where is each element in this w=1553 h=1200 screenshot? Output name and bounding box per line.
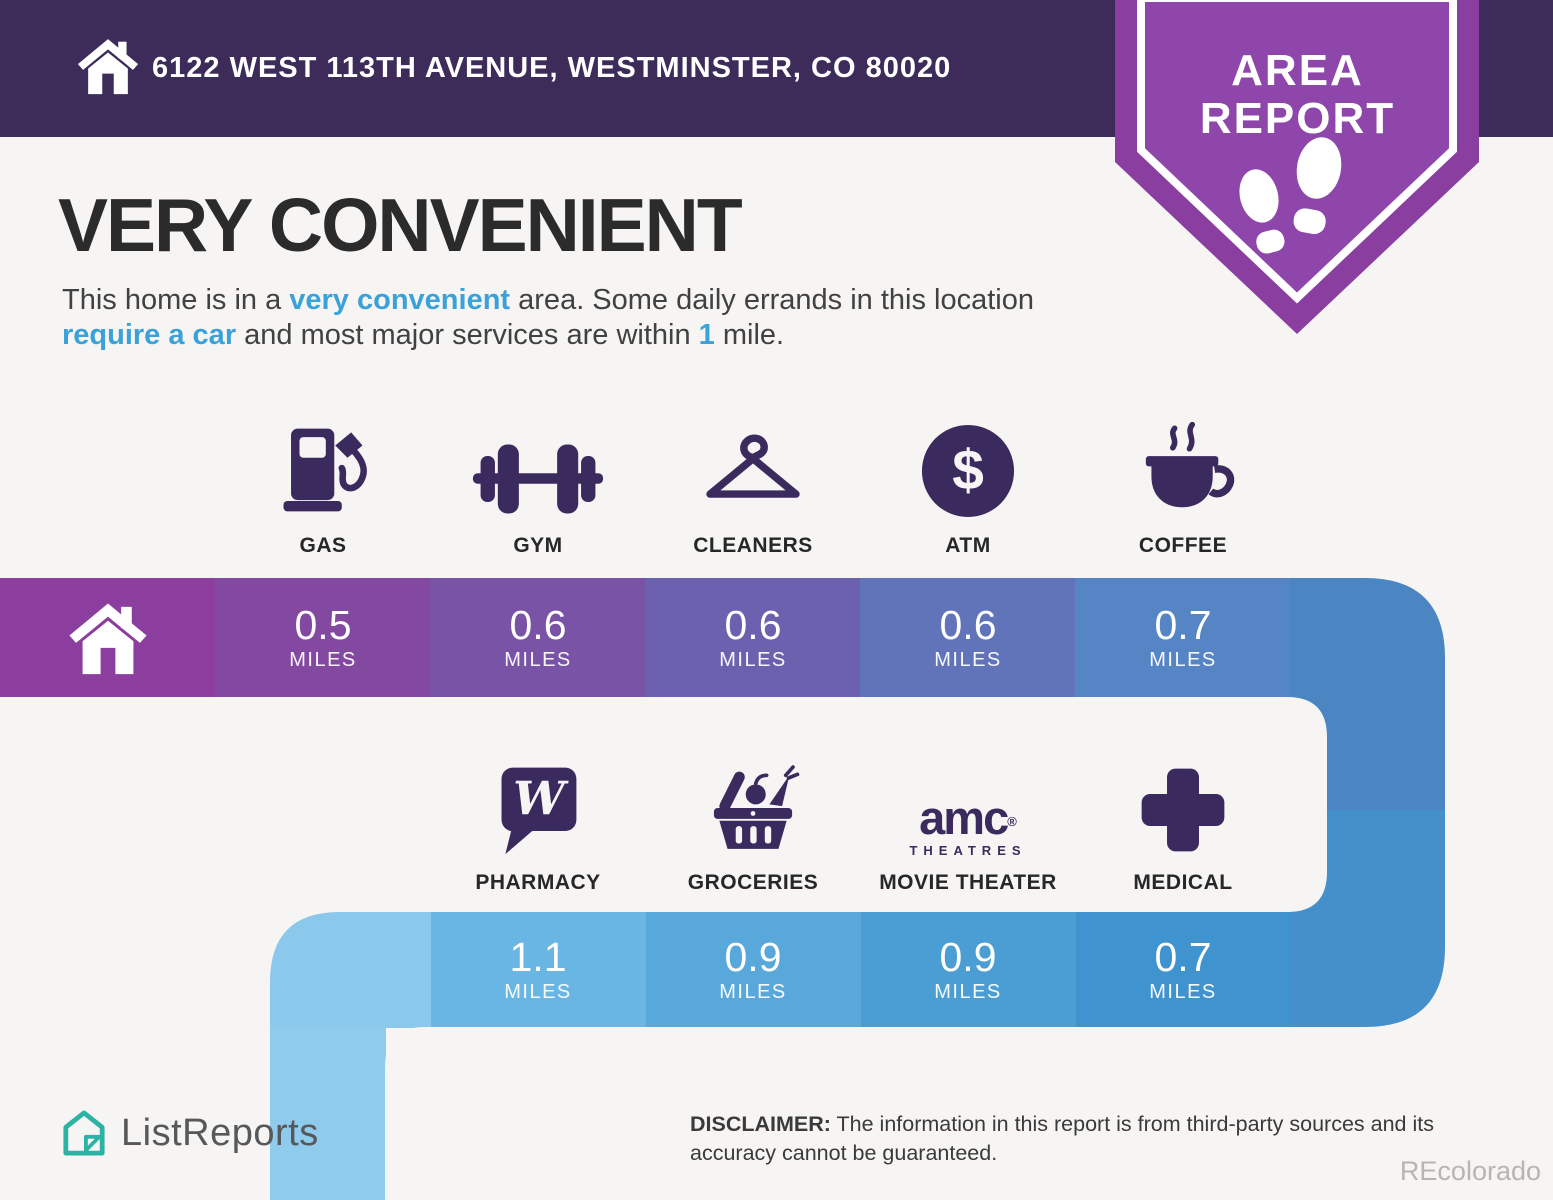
svg-text:$: $ <box>952 440 984 503</box>
poi-medical: MEDICAL <box>1075 745 1291 895</box>
home-icon <box>0 596 216 680</box>
brand-name: ListReports <box>121 1111 319 1154</box>
poi-label: MEDICAL <box>1133 871 1233 894</box>
badge-title-area: AREA <box>1231 46 1364 95</box>
property-address: 6122 WEST 113TH AVENUE, WESTMINSTER, CO … <box>152 52 952 84</box>
summary-text: This home is in a very convenient area. … <box>62 283 1097 353</box>
walgreens-pharmacy-icon: W <box>430 745 646 857</box>
distance-pharmacy: 1.1 MILES <box>504 934 572 1003</box>
badge-title-report: REPORT <box>1199 94 1396 143</box>
band-seg-gym <box>430 578 646 698</box>
desc-segment: area. Some daily errands in this locatio… <box>510 284 1034 316</box>
band-seg-movie <box>860 912 1076 1028</box>
poi-atm: $ ATM <box>860 408 1076 558</box>
poi-label: GAS <box>299 534 347 557</box>
band-seg-coffee <box>1075 578 1291 698</box>
band-elbow-right-bottom <box>1290 810 1445 1030</box>
poi-label: GROCERIES <box>687 871 819 894</box>
desc-segment: This home is in a <box>62 284 290 316</box>
poi-label: MOVIE THEATER <box>879 871 1057 894</box>
grocery-basket-icon <box>645 745 861 857</box>
poi-pharmacy: W PHARMACY <box>430 745 646 895</box>
distance-medical: 0.7 MILES <box>1149 934 1217 1003</box>
band-seg-pharmacy <box>430 912 646 1028</box>
poi-gas: GAS <box>215 408 431 558</box>
listreports-house-icon <box>63 1110 105 1156</box>
footprints-icon <box>1239 137 1342 254</box>
distance-groceries: 0.9 MILES <box>719 934 787 1003</box>
desc-highlight: require a car <box>62 319 237 351</box>
band-leg-left <box>270 1027 386 1200</box>
page-title: VERY CONVENIENT <box>58 183 743 267</box>
desc-highlight: 1 <box>698 319 715 351</box>
band-elbow-right-top <box>1290 578 1445 810</box>
area-report-badge <box>1115 0 1479 334</box>
disclaimer-text: DISCLAIMER: The information in this repo… <box>690 1112 1434 1166</box>
distance-gym: 0.6 MILES <box>504 602 572 671</box>
poi-cleaners: CLEANERS <box>645 408 861 558</box>
coffee-cup-icon <box>1075 408 1291 520</box>
band-seg-atm <box>860 578 1076 698</box>
gas-pump-icon <box>215 408 431 520</box>
distance-cleaners: 0.6 MILES <box>719 602 787 671</box>
distance-movie-theater: 0.9 MILES <box>934 934 1002 1003</box>
medical-cross-icon <box>1075 745 1291 857</box>
poi-movie-theater: amc® THEATRES MOVIE THEATER <box>860 745 1076 895</box>
band-seg-gas <box>215 578 431 698</box>
desc-segment: mile. <box>714 319 785 351</box>
hanger-icon <box>645 408 861 520</box>
desc-segment: and most major services are within <box>236 319 699 351</box>
poi-label: PHARMACY <box>475 871 601 894</box>
poi-label: GYM <box>513 534 563 557</box>
band-elbow-left <box>270 912 431 1028</box>
poi-coffee: COFFEE <box>1075 408 1291 558</box>
dumbbell-icon <box>430 408 646 520</box>
poi-label: COFFEE <box>1138 534 1228 557</box>
band-seg-medical <box>1075 912 1291 1028</box>
poi-groceries: GROCERIES <box>645 745 861 895</box>
band-seg-groceries <box>645 912 861 1028</box>
poi-gym: GYM <box>430 408 646 558</box>
distance-coffee: 0.7 MILES <box>1149 602 1217 671</box>
home-icon <box>76 36 140 96</box>
distance-atm: 0.6 MILES <box>934 602 1002 671</box>
dollar-circle-icon: $ <box>860 408 1076 520</box>
registered-mark: ® <box>1007 814 1017 829</box>
poi-label: CLEANERS <box>693 534 813 557</box>
recolorado-watermark: REcolorado <box>1399 1156 1541 1186</box>
distance-gas: 0.5 MILES <box>289 602 357 671</box>
listreports-logo: ListReports <box>62 1108 319 1158</box>
band-seg-cleaners <box>645 578 861 698</box>
poi-label: ATM <box>945 534 991 557</box>
amc-theatres-logo: amc® THEATRES <box>909 791 1027 858</box>
svg-text:W: W <box>513 772 569 826</box>
desc-highlight: very convenient <box>289 284 511 316</box>
